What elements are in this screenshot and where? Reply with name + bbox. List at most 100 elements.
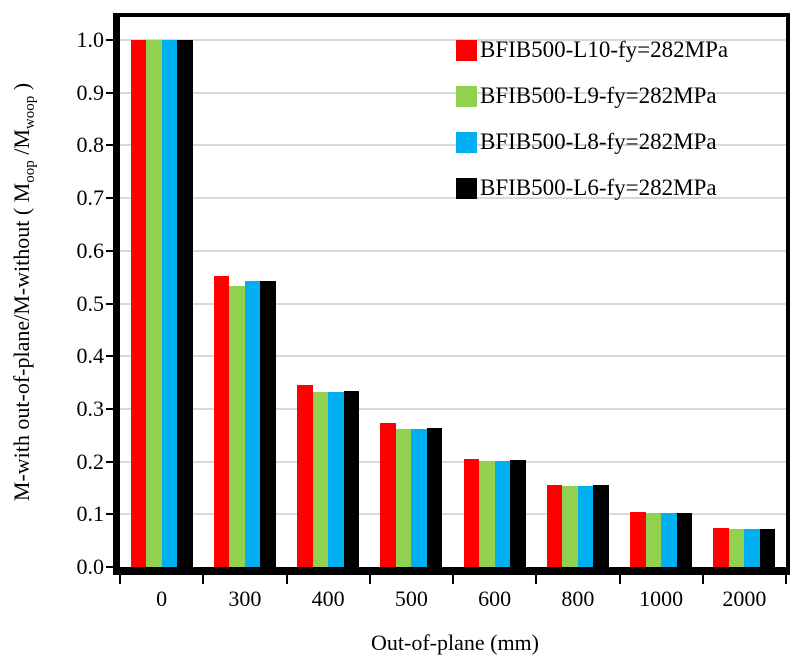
bar-BFIB500-L6-fy=282MPa-x2000 [759, 528, 776, 567]
x-axis-tick [285, 575, 288, 584]
legend-entry: BFIB500-L6-fy=282MPa [456, 175, 717, 200]
bar-BFIB500-L8-fy=282MPa-x500 [411, 428, 427, 567]
legend-entry: BFIB500-L10-fy=282MPa [456, 37, 729, 62]
bar-BFIB500-L6-fy=282MPa-x1000 [676, 512, 693, 567]
y-axis-tick [106, 355, 113, 358]
x-axis-tick-label: 0 [156, 586, 168, 611]
y-axis-tick-label: 0.9 [76, 79, 105, 105]
y-title-subscript-woop: woop [22, 95, 39, 130]
bar-BFIB500-L9-fy=282MPa-x800 [562, 485, 578, 567]
gridline [120, 460, 786, 463]
bar-BFIB500-L9-fy=282MPa-x1000 [645, 512, 662, 567]
bar-BFIB500-L8-fy=282MPa-x2000 [744, 529, 760, 567]
y-axis-title: M-with out-of-plane/M-without ( Moop /Mw… [9, 83, 39, 501]
y-axis-tick [106, 407, 113, 410]
y-axis-tick [106, 460, 113, 463]
x-axis-tick-label: 1000 [639, 586, 684, 611]
bar-BFIB500-L9-fy=282MPa-x2000 [728, 529, 745, 567]
legend-label: BFIB500-L8-fy=282MPa [480, 129, 717, 154]
bar-BFIB500-L10-fy=282MPa-x400 [297, 385, 313, 567]
y-axis-tick [106, 91, 113, 94]
legend-swatch-icon [456, 131, 477, 153]
y-title-text: /M [8, 129, 34, 161]
bar-BFIB500-L6-fy=282MPa-x400 [343, 390, 360, 567]
bar-BFIB500-L8-fy=282MPa-x800 [577, 485, 594, 567]
legend-swatch-icon [456, 39, 477, 61]
y-axis-tick-label: 0.5 [76, 290, 105, 316]
bar-BFIB500-L9-fy=282MPa-x0 [146, 40, 162, 567]
y-axis-tick [106, 39, 113, 41]
gridline [120, 355, 786, 358]
plot-inner [120, 17, 786, 567]
x-axis-tick-label: 400 [311, 586, 345, 611]
bar-BFIB500-L6-fy=282MPa-x600 [510, 460, 526, 567]
legend-label: BFIB500-L6-fy=282MPa [480, 175, 717, 200]
y-axis-tick-label: 0.1 [76, 501, 105, 527]
bar-BFIB500-L10-fy=282MPa-x0 [130, 40, 147, 567]
bar-BFIB500-L9-fy=282MPa-x400 [312, 392, 329, 567]
y-axis-tick [106, 566, 113, 568]
legend-label: BFIB500-L10-fy=282MPa [480, 37, 729, 62]
y-axis-tick-label: 0.3 [76, 395, 105, 421]
y-title-text: ) [8, 82, 34, 96]
legend-entry: BFIB500-L9-fy=282MPa [456, 83, 717, 108]
y-axis-tick [106, 197, 113, 200]
bar-BFIB500-L8-fy=282MPa-x600 [494, 461, 511, 567]
x-axis-tick-label: 300 [228, 586, 262, 611]
gridline [120, 302, 786, 305]
bar-BFIB500-L10-fy=282MPa-x800 [546, 484, 563, 567]
x-axis-tick [202, 575, 205, 584]
x-axis-tick-label: 800 [561, 586, 595, 611]
y-axis-tick-label: 0.0 [76, 554, 105, 579]
x-axis-tick-label: 500 [394, 586, 428, 611]
bar-BFIB500-L8-fy=282MPa-x0 [161, 40, 178, 567]
gridline [120, 249, 786, 252]
y-title-subscript-oop: oop [22, 160, 39, 183]
bar-BFIB500-L10-fy=282MPa-x2000 [713, 528, 729, 567]
legend-label: BFIB500-L9-fy=282MPa [480, 83, 717, 108]
plot-area [113, 13, 790, 575]
y-axis-tick [106, 513, 113, 516]
bar-BFIB500-L9-fy=282MPa-x600 [479, 461, 495, 567]
gridline [120, 39, 786, 41]
x-axis-title: Out-of-plane (mm) [371, 630, 539, 655]
x-axis-tick [785, 575, 787, 584]
bar-BFIB500-L9-fy=282MPa-x300 [229, 285, 245, 567]
gridline [120, 407, 786, 410]
y-axis-tick [106, 249, 113, 252]
bar-BFIB500-L6-fy=282MPa-x500 [426, 428, 443, 567]
gridline [120, 91, 786, 94]
y-axis-tick [106, 144, 113, 147]
x-axis-tick [535, 575, 538, 584]
y-title-text: M-with out-of-plane/M-without ( M [8, 182, 34, 502]
x-axis-tick [119, 575, 121, 584]
bar-BFIB500-L10-fy=282MPa-x500 [380, 423, 396, 567]
y-axis-tick-label: 0.6 [76, 237, 105, 263]
bar-BFIB500-L10-fy=282MPa-x1000 [630, 512, 646, 567]
x-axis-tick [618, 575, 621, 584]
bar-BFIB500-L10-fy=282MPa-x300 [213, 275, 230, 567]
bar-BFIB500-L6-fy=282MPa-x800 [593, 485, 609, 567]
bar-BFIB500-L6-fy=282MPa-x300 [260, 281, 276, 567]
bar-BFIB500-L8-fy=282MPa-x300 [244, 281, 261, 567]
x-axis-tick-label: 2000 [722, 586, 767, 611]
gridline [120, 513, 786, 516]
y-axis-tick-label: 0.4 [76, 343, 105, 369]
legend-entry: BFIB500-L8-fy=282MPa [456, 129, 717, 154]
gridline [120, 197, 786, 200]
y-axis-tick-label: 1.0 [76, 27, 105, 52]
y-axis-tick [106, 302, 113, 305]
bar-BFIB500-L10-fy=282MPa-x600 [463, 458, 480, 567]
x-axis-tick [368, 575, 371, 584]
legend-swatch-icon [456, 177, 477, 199]
x-axis-tick-label: 600 [478, 586, 512, 611]
legend-swatch-icon [456, 85, 477, 107]
gridline [120, 144, 786, 147]
y-axis-tick-label: 0.8 [76, 132, 105, 158]
bar-BFIB500-L9-fy=282MPa-x500 [395, 428, 412, 567]
x-axis-tick [452, 575, 454, 584]
bar-BFIB500-L8-fy=282MPa-x400 [328, 392, 344, 567]
bar-BFIB500-L6-fy=282MPa-x0 [177, 40, 193, 567]
y-axis-tick-label: 0.2 [76, 448, 105, 474]
